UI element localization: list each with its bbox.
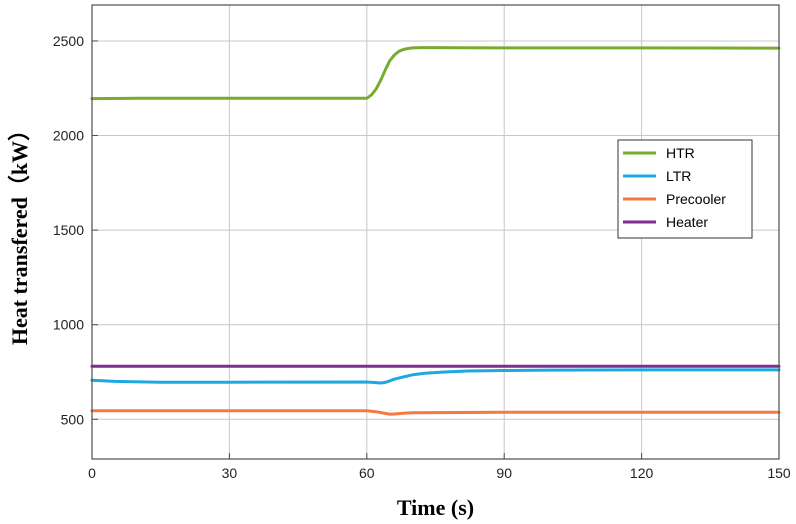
tick-labels: 0 30 60 90 120 150 500 1000 1500 2000 2500 [53, 33, 791, 481]
x-tick-label: 30 [222, 465, 238, 481]
y-tick-label: 500 [61, 411, 85, 427]
series-line-precooler [90, 409, 781, 416]
legend-label: Heater [666, 214, 708, 230]
legend-label: Precooler [666, 191, 726, 207]
series-line-ltr [90, 368, 781, 385]
legend: HTR LTR Precooler Heater [617, 139, 753, 239]
x-tick-label: 90 [496, 465, 512, 481]
plot-area-frame [91, 4, 780, 460]
legend-label: HTR [666, 145, 695, 161]
series-lines [90, 46, 781, 416]
x-axis-label: Time (s) [397, 495, 474, 520]
y-tick-label: 1000 [53, 317, 84, 333]
x-tick-label: 60 [359, 465, 375, 481]
y-tick-label: 1500 [53, 222, 84, 238]
series-line-htr [90, 46, 781, 101]
y-axis-label: Heat transfered（kW） [7, 119, 32, 345]
y-tick-label: 2500 [53, 33, 84, 49]
x-tick-label: 150 [767, 465, 791, 481]
y-tick-label: 2000 [53, 128, 84, 144]
x-tick-label: 0 [88, 465, 96, 481]
legend-label: LTR [666, 168, 691, 184]
x-tick-label: 120 [630, 465, 654, 481]
